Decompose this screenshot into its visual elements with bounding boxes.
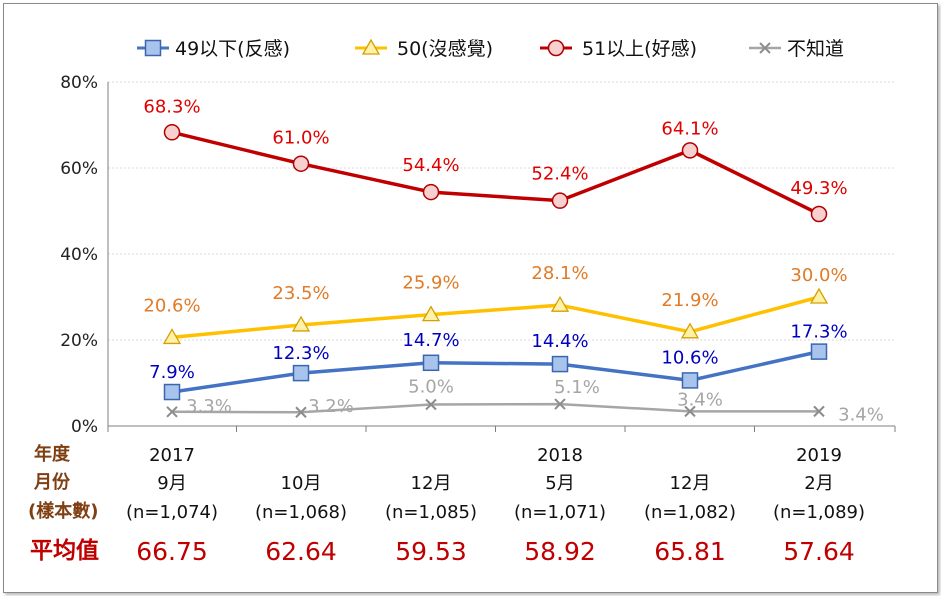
legend-label: 50(沒感覺) xyxy=(397,38,493,60)
average-value: 66.75 xyxy=(136,537,208,566)
point-marker xyxy=(166,406,178,418)
data-label: 7.9% xyxy=(149,362,195,383)
data-label: 10.6% xyxy=(661,347,718,368)
sample-size-label: (n=1,074) xyxy=(126,502,218,523)
data-label: 52.4% xyxy=(531,164,588,185)
sample-size-label: (n=1,089) xyxy=(773,502,865,523)
y-tick-label: 0% xyxy=(71,417,98,437)
data-label: 54.4% xyxy=(402,155,459,176)
point-marker xyxy=(162,328,182,345)
average-value: 57.64 xyxy=(783,537,855,566)
point-marker xyxy=(421,305,441,322)
x-tick-label: 5月 xyxy=(545,473,574,494)
data-label: 49.3% xyxy=(790,178,847,199)
point-marker xyxy=(163,124,181,141)
chart-frame xyxy=(3,3,938,593)
data-label: 21.9% xyxy=(661,290,718,311)
y-tick-label: 20% xyxy=(60,331,98,351)
x-tick-label: 12月 xyxy=(670,473,711,494)
data-label: 14.7% xyxy=(402,330,459,351)
row-header-year: 年度 xyxy=(34,443,71,465)
point-marker xyxy=(547,39,565,57)
point-marker xyxy=(813,405,825,418)
point-marker xyxy=(810,205,828,223)
data-label: 25.9% xyxy=(402,273,459,294)
row-header-average: 平均值 xyxy=(30,537,99,564)
point-marker xyxy=(681,372,699,389)
x-tick-label: 9月 xyxy=(157,473,186,494)
point-marker xyxy=(684,405,696,418)
y-tick-label: 40% xyxy=(60,245,98,265)
data-label: 30.0% xyxy=(790,265,847,286)
data-label: 5.0% xyxy=(408,377,454,398)
point-marker xyxy=(551,355,569,373)
average-value: 59.53 xyxy=(395,537,467,566)
point-marker xyxy=(554,398,566,410)
point-marker xyxy=(292,155,310,172)
sample-size-label: (n=1,071) xyxy=(514,502,606,523)
point-marker xyxy=(163,383,181,401)
legend-label: 49以下(反感) xyxy=(175,38,290,60)
sample-size-label: (n=1,085) xyxy=(385,502,477,523)
sample-size-label: (n=1,068) xyxy=(255,502,347,523)
average-value: 58.92 xyxy=(524,537,596,566)
row-header-sample: (樣本數) xyxy=(28,500,98,522)
point-marker xyxy=(680,322,700,339)
point-marker xyxy=(425,398,437,411)
series-line xyxy=(171,295,820,340)
series-line xyxy=(171,130,820,216)
x-tick-year: 2018 xyxy=(537,445,583,466)
legend-label: 51以上(好感) xyxy=(582,38,697,60)
series-line xyxy=(171,349,820,394)
data-label: 68.3% xyxy=(143,96,200,117)
point-marker xyxy=(550,295,570,312)
average-value: 65.81 xyxy=(654,537,726,566)
data-label: 14.4% xyxy=(531,331,588,352)
x-tick-year: 2019 xyxy=(796,445,842,466)
data-label: 3.4% xyxy=(838,404,884,425)
point-marker xyxy=(144,39,162,57)
point-marker xyxy=(422,183,440,201)
x-tick-label: 10月 xyxy=(281,473,322,494)
row-header-month: 月份 xyxy=(33,471,71,493)
point-marker xyxy=(681,142,699,159)
x-tick-label: 2月 xyxy=(804,473,833,494)
point-marker xyxy=(295,406,307,418)
data-label: 3.2% xyxy=(308,396,354,417)
data-label: 17.3% xyxy=(790,322,847,343)
series-line xyxy=(171,402,819,414)
data-label: 20.6% xyxy=(143,295,200,316)
point-marker xyxy=(361,38,381,55)
point-marker xyxy=(810,343,828,360)
point-marker xyxy=(759,42,771,54)
data-label: 3.3% xyxy=(186,396,232,417)
data-label: 12.3% xyxy=(272,343,329,364)
data-label: 28.1% xyxy=(531,263,588,284)
data-label: 64.1% xyxy=(661,118,718,139)
data-label: 3.4% xyxy=(677,389,723,410)
legend-label: 不知道 xyxy=(787,38,844,60)
y-tick-label: 60% xyxy=(60,159,98,179)
point-marker xyxy=(292,364,310,382)
average-value: 62.64 xyxy=(265,537,337,566)
point-marker xyxy=(422,354,440,372)
y-tick-label: 80% xyxy=(60,73,98,93)
x-tick-year: 2017 xyxy=(149,445,195,466)
data-label: 5.1% xyxy=(554,377,600,398)
point-marker xyxy=(291,315,311,332)
sample-size-label: (n=1,082) xyxy=(644,502,736,523)
point-marker xyxy=(809,287,829,304)
point-marker xyxy=(551,192,569,209)
data-label: 23.5% xyxy=(272,283,329,304)
x-tick-label: 12月 xyxy=(411,473,452,494)
data-label: 61.0% xyxy=(272,128,329,149)
